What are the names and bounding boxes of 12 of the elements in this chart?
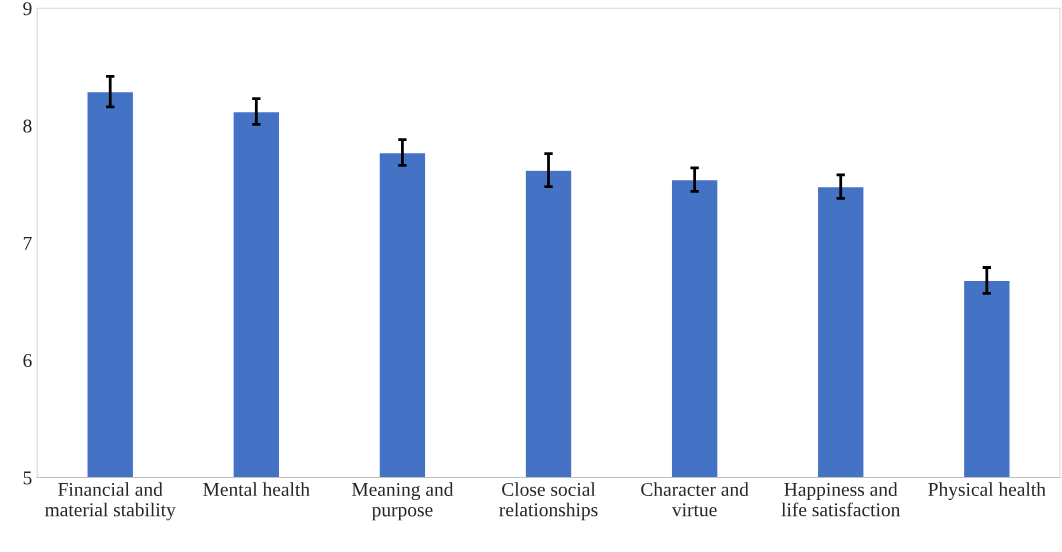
y-tick-label: 7 xyxy=(23,236,32,250)
x-tick-label: Character and virtue xyxy=(641,482,749,517)
y-tick-label: 5 xyxy=(23,471,32,485)
x-tick-label: Mental health xyxy=(203,482,310,497)
x-tick-label: Close social relationships xyxy=(499,482,598,521)
x-tick-label: Physical health xyxy=(928,482,1046,501)
y-tick-label: 9 xyxy=(23,2,32,16)
x-tick-label: Happiness and life satisfaction xyxy=(781,482,901,517)
x-tick-label: Financial and material stability xyxy=(45,482,176,521)
x-tick-label: Meaning and purpose xyxy=(351,482,454,521)
y-tick-label: 6 xyxy=(23,354,32,368)
y-tick-label: 8 xyxy=(23,119,32,133)
